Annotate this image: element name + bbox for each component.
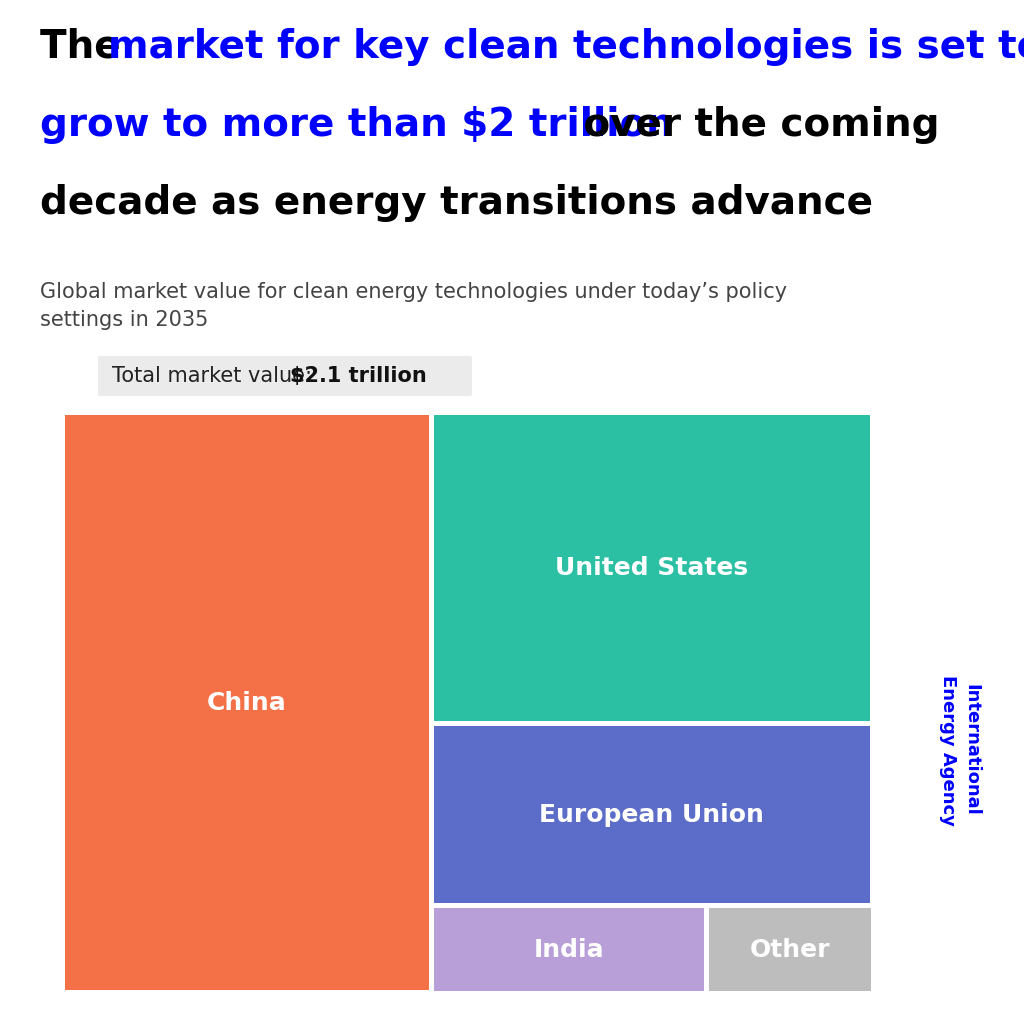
Text: market for key clean technologies is set to: market for key clean technologies is set… xyxy=(108,28,1024,66)
Bar xyxy=(434,726,870,903)
Bar xyxy=(65,415,429,990)
Text: International
Energy Agency: International Energy Agency xyxy=(939,675,981,825)
Text: China: China xyxy=(207,690,287,715)
Text: Global market value for clean energy technologies under today’s policy
settings : Global market value for clean energy tec… xyxy=(40,282,787,330)
Bar xyxy=(434,415,870,721)
Text: over the coming: over the coming xyxy=(570,106,939,144)
Text: $2.1 trillion: $2.1 trillion xyxy=(290,366,427,386)
Text: India: India xyxy=(534,938,604,962)
FancyBboxPatch shape xyxy=(98,356,472,396)
Text: European Union: European Union xyxy=(540,803,764,826)
Text: Other: Other xyxy=(750,938,830,962)
Bar xyxy=(434,908,705,991)
Text: The: The xyxy=(40,28,134,66)
Text: United States: United States xyxy=(555,556,749,580)
Text: grow to more than $2 trillion: grow to more than $2 trillion xyxy=(40,106,674,144)
Text: Total market value:: Total market value: xyxy=(112,366,318,386)
Bar xyxy=(710,908,871,991)
Text: decade as energy transitions advance: decade as energy transitions advance xyxy=(40,184,873,222)
